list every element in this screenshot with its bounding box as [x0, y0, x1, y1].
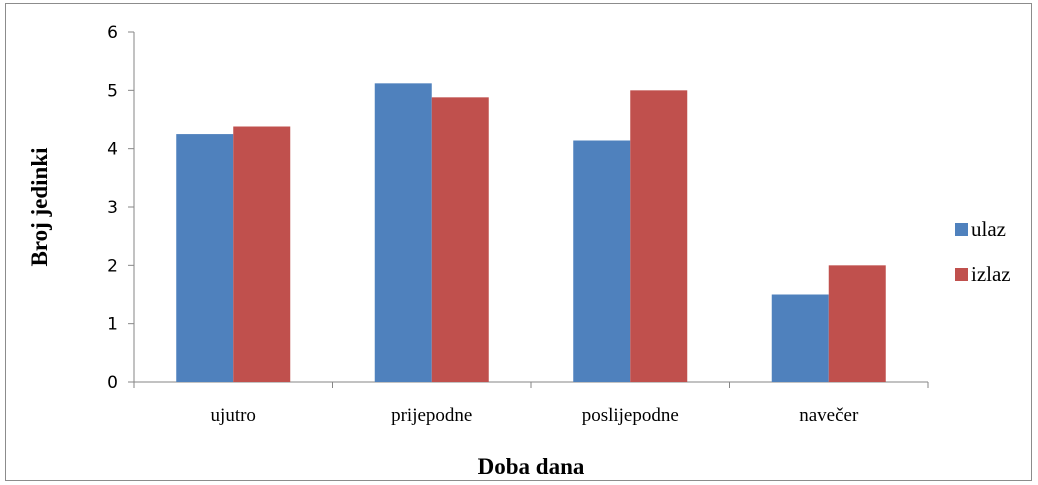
bar-ulaz-4 [771, 294, 829, 382]
bar-izlaz-2 [431, 97, 489, 382]
legend: ulaz izlaz [955, 217, 1011, 286]
y-axis-title: Broj jedinki [27, 147, 52, 267]
bar-ulaz-2 [374, 83, 432, 382]
y-tick-label: 2 [107, 256, 118, 276]
legend-swatch-ulaz [955, 223, 968, 236]
x-tick-label: navečer [799, 405, 859, 426]
x-axis-title: Doba dana [478, 454, 585, 479]
y-tick-label: 0 [107, 373, 118, 393]
bar-izlaz-4 [828, 265, 886, 382]
chart-frame [5, 3, 1032, 481]
x-tick-label: poslijepodne [582, 405, 679, 426]
y-tick-label: 3 [107, 198, 118, 218]
bar-izlaz-1 [233, 126, 291, 382]
bars [176, 83, 886, 382]
y-tick-label: 4 [107, 140, 118, 160]
x-tick-label: prijepodne [391, 405, 472, 426]
bar-izlaz-3 [630, 90, 688, 382]
legend-swatch-izlaz [955, 268, 968, 281]
y-tick-label: 6 [107, 23, 118, 43]
legend-label-ulaz: ulaz [971, 217, 1006, 241]
x-tick-label: ujutro [211, 405, 256, 426]
legend-label-izlaz: izlaz [971, 262, 1011, 286]
x-axis-labels: ujutro prijepodne poslijepodne navečer [133, 382, 929, 426]
y-tick-label: 1 [107, 315, 118, 335]
bar-ulaz-3 [573, 140, 631, 382]
bar-ulaz-1 [176, 134, 234, 382]
y-axis-ticks: 0 1 2 3 4 5 6 [107, 23, 134, 393]
y-tick-label: 5 [107, 81, 118, 101]
